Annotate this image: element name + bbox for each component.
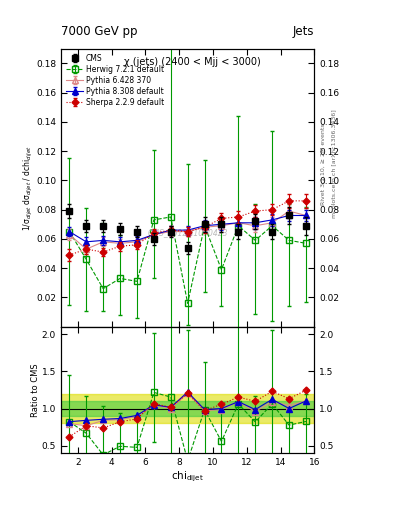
Text: mcplots.cern.ch [arXiv:1306.3436]: mcplots.cern.ch [arXiv:1306.3436] xyxy=(332,110,337,218)
Y-axis label: 1/σ$_{dijet}$ dσ$_{dijet}$ / dchi$_{dijet}$: 1/σ$_{dijet}$ dσ$_{dijet}$ / dchi$_{dije… xyxy=(22,145,35,230)
Bar xyxy=(61,401,314,416)
Bar xyxy=(61,394,314,423)
Text: 7000 GeV pp: 7000 GeV pp xyxy=(61,26,138,38)
Text: Jets: Jets xyxy=(293,26,314,38)
Text: χ (jets) (2400 < Mjj < 3000): χ (jets) (2400 < Mjj < 3000) xyxy=(124,57,261,67)
X-axis label: chi$_\mathregular{dijet}$: chi$_\mathregular{dijet}$ xyxy=(171,470,204,484)
Legend: CMS, Herwig 7.2.1 default, Pythia 6.428 370, Pythia 8.308 default, Sherpa 2.2.9 : CMS, Herwig 7.2.1 default, Pythia 6.428 … xyxy=(63,51,167,110)
Y-axis label: Ratio to CMS: Ratio to CMS xyxy=(31,363,40,417)
Text: Rivet 3.1.10, ≥ 2M events: Rivet 3.1.10, ≥ 2M events xyxy=(320,123,325,205)
Text: CMS_2012_I1090423: CMS_2012_I1090423 xyxy=(147,228,228,237)
